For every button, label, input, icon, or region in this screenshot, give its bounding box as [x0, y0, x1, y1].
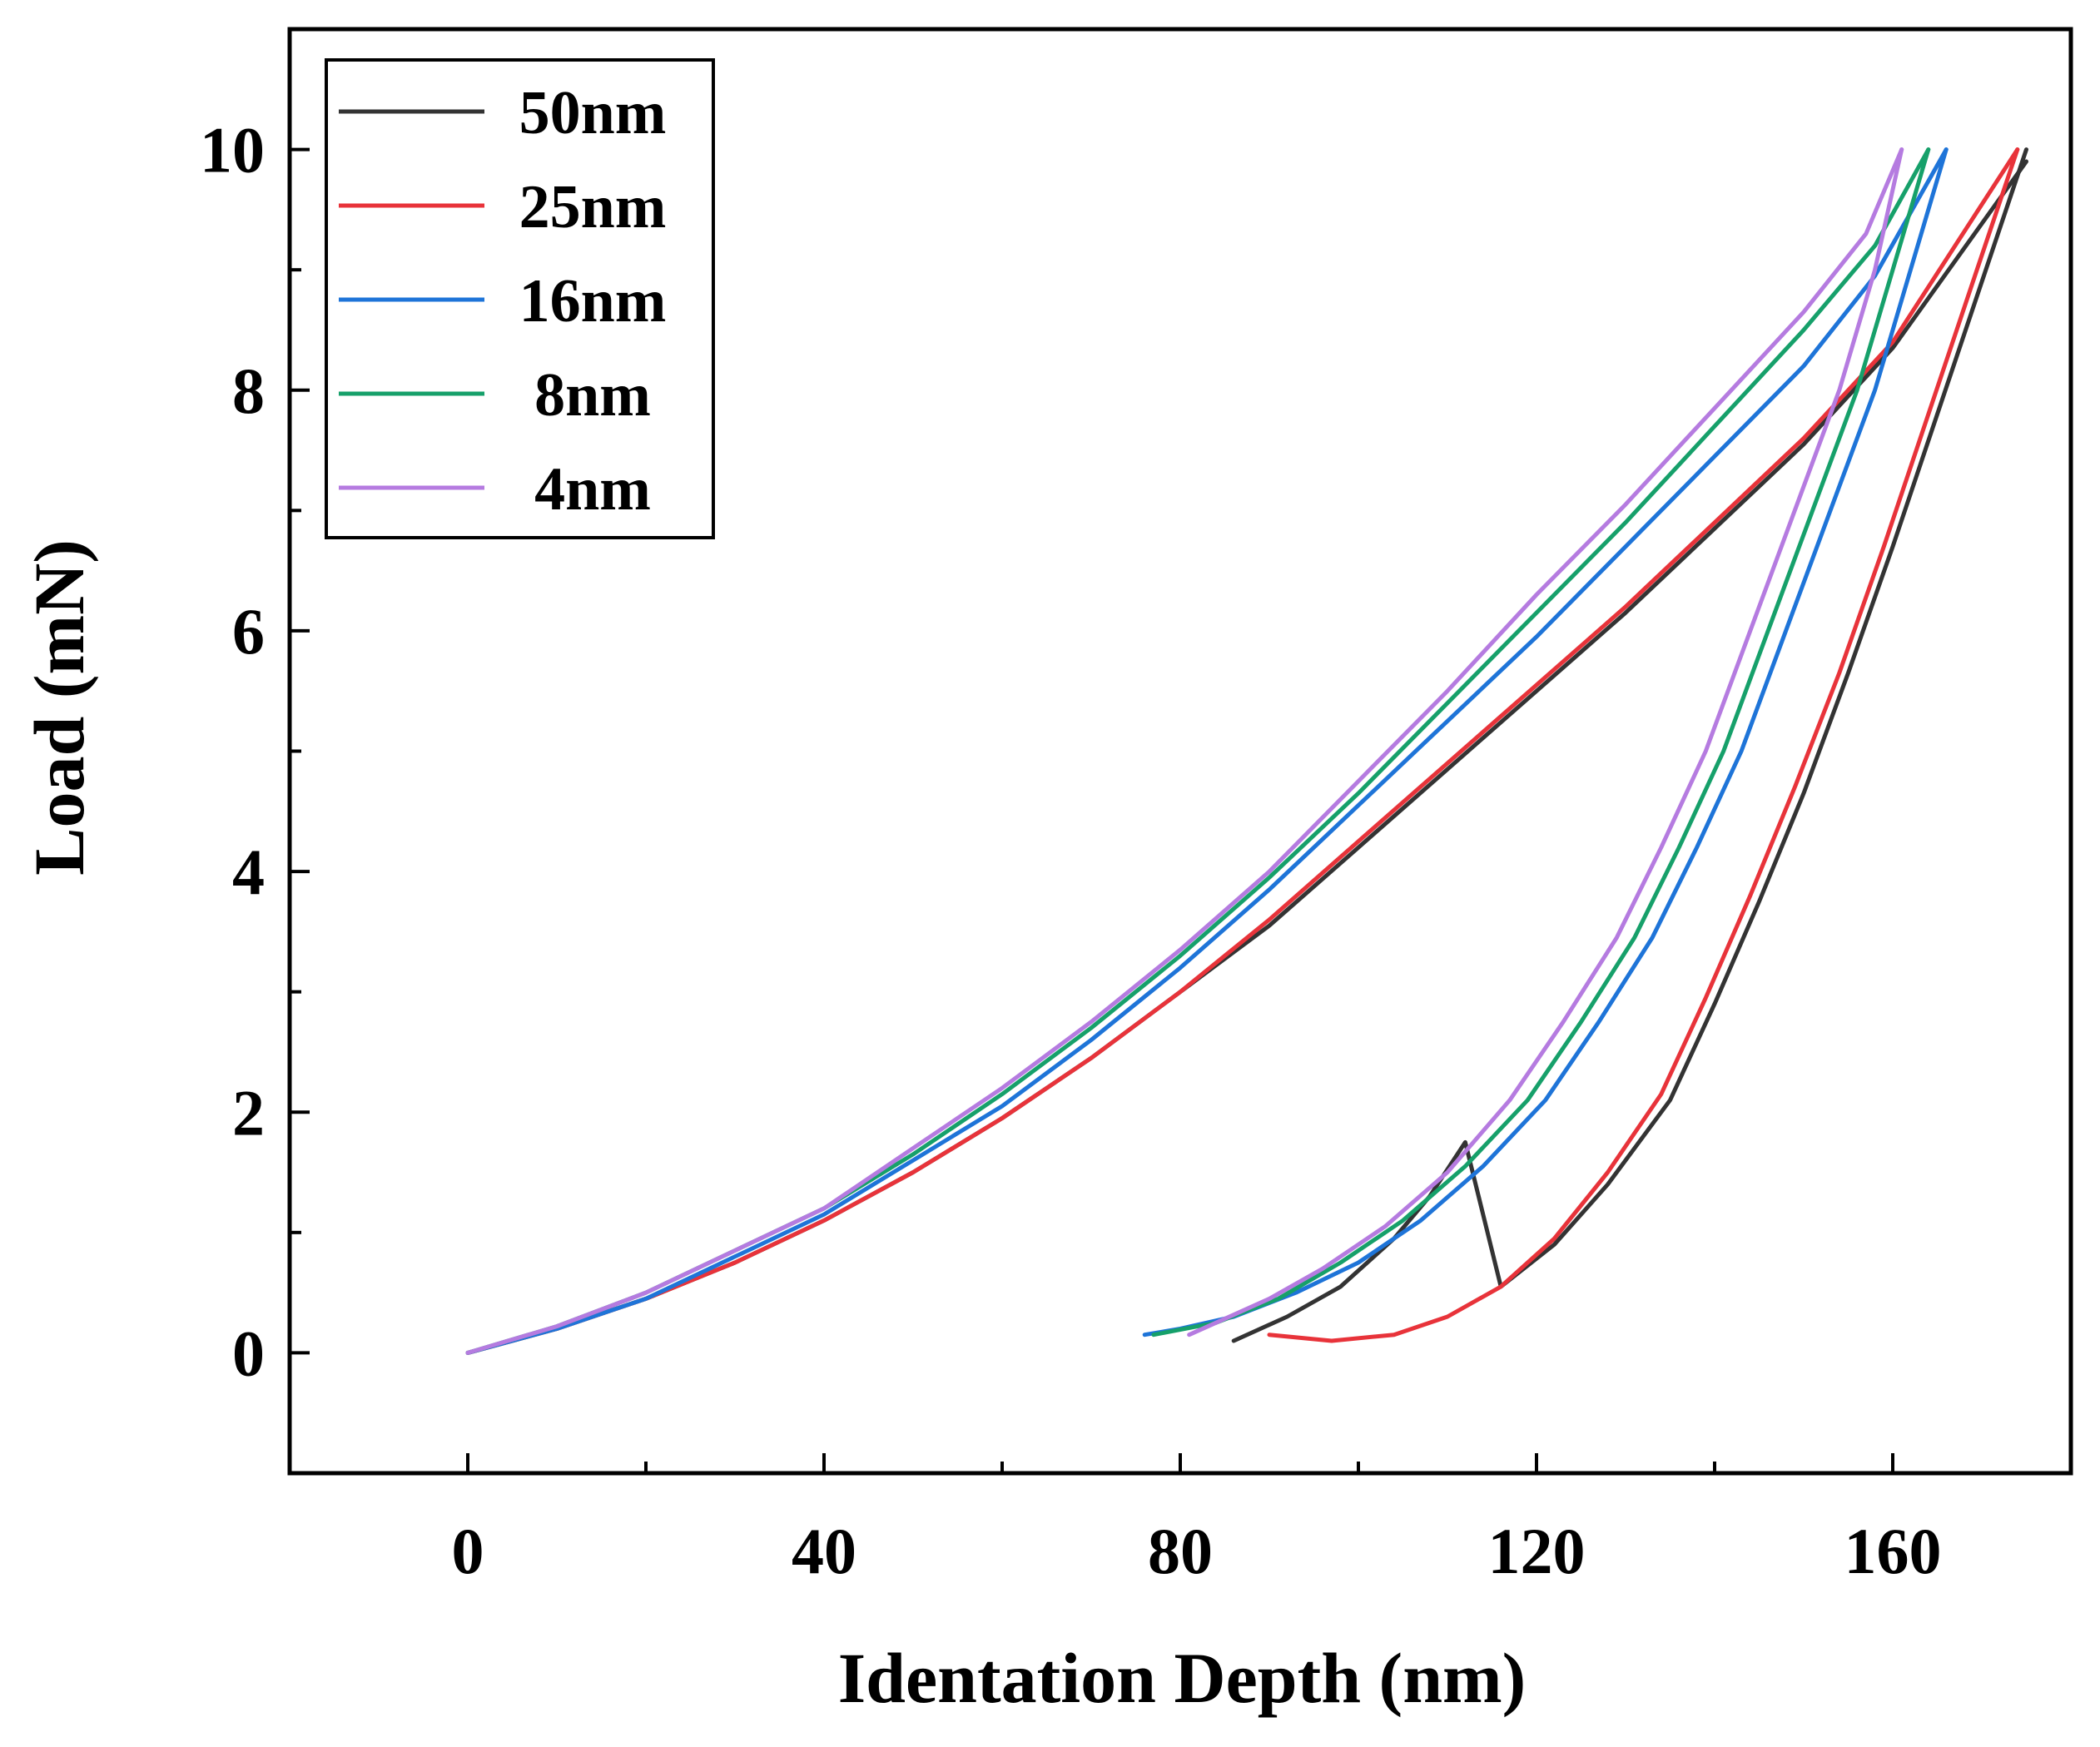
x-tick-label: 160: [1844, 1515, 1942, 1587]
legend-label-25nm: 25nm: [519, 173, 667, 241]
x-tick-label: 120: [1488, 1515, 1586, 1587]
y-tick-label: 6: [232, 595, 265, 668]
series-line-16nm-unloading: [1142, 147, 1949, 1338]
legend-label-16nm: 16nm: [519, 267, 667, 335]
y-tick-label: 2: [232, 1076, 265, 1149]
series-line-25nm-loading: [465, 147, 2020, 1355]
series-line-8nm-unloading: [1151, 147, 1931, 1338]
axis-layer: 0 40 80 120 160 0 2 4 6 8 10: [200, 114, 2073, 1587]
x-axis-title: Identation Depth (nm): [838, 1638, 1527, 1718]
y-tick-label: 10: [200, 114, 265, 186]
series-line-25nm-unloading: [1267, 147, 2020, 1343]
legend-label-4nm: 4nm: [534, 455, 651, 524]
series-layer: [465, 147, 2028, 1355]
series-line-4nm-loading: [465, 147, 1904, 1355]
y-tick-label: 4: [232, 836, 265, 908]
legend-label-50nm: 50nm: [519, 79, 667, 147]
series-25nm: [465, 147, 2020, 1355]
x-tick-label: 0: [452, 1515, 484, 1587]
y-tick-label: 8: [232, 355, 265, 427]
series-4nm: [465, 147, 1904, 1355]
series-line-16nm-loading: [465, 147, 1949, 1355]
y-axis-title: Load (mN): [19, 539, 99, 876]
legend-label-8nm: 8nm: [534, 361, 651, 429]
y-tick-label: 0: [232, 1317, 265, 1389]
series-line-4nm-unloading: [1187, 147, 1904, 1338]
x-tick-label: 40: [792, 1515, 856, 1587]
x-tick-label: 80: [1148, 1515, 1213, 1587]
legend: 50nm 25nm 16nm 8nm 4nm: [325, 58, 715, 539]
